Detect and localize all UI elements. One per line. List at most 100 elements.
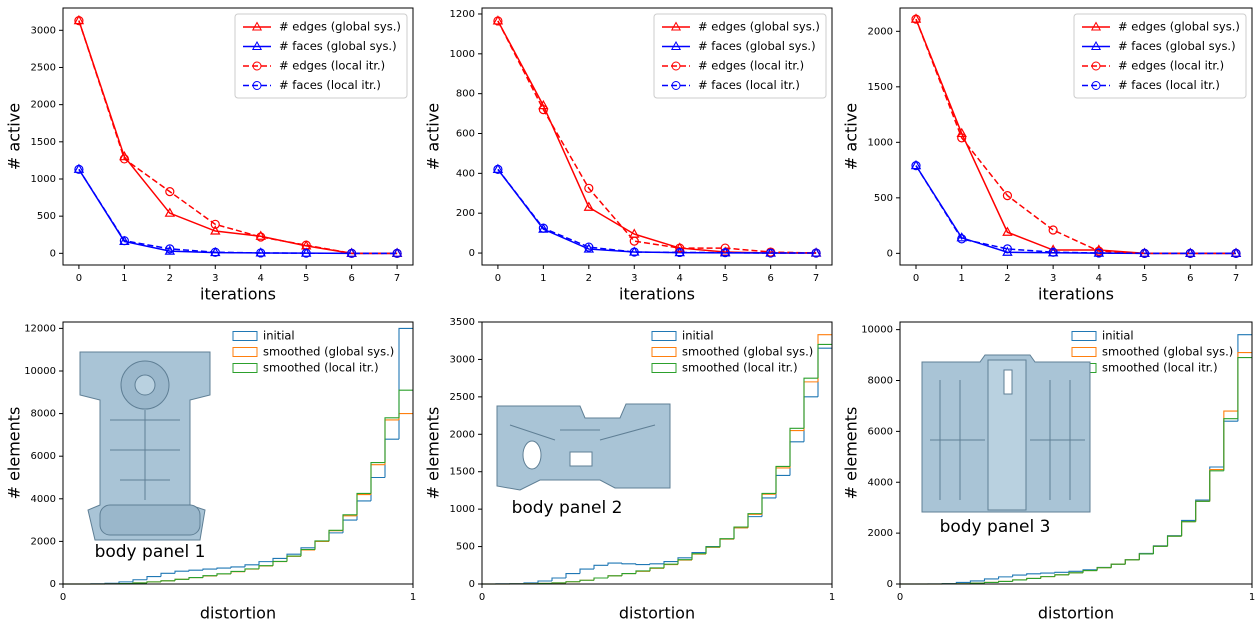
y-tick-label: 0 [887, 579, 893, 590]
hist-step [776, 466, 790, 493]
hist-step [1168, 536, 1182, 546]
y-tick-label: 400 [456, 168, 475, 179]
hist-step [1139, 554, 1153, 560]
x-tick-label: 0 [479, 592, 485, 603]
legend-label: # faces (global sys.) [1118, 39, 1236, 53]
hist-step [636, 564, 650, 565]
y-tick-label: 1500 [31, 137, 56, 148]
hist-step [161, 573, 175, 576]
legend-label: smoothed (local itr.) [682, 361, 798, 375]
hist-step [636, 571, 650, 574]
hist-step [1153, 546, 1167, 554]
y-tick-label: 2000 [450, 429, 475, 440]
inset-label: body panel 2 [512, 498, 623, 518]
legend-label: smoothed (local itr.) [263, 361, 379, 375]
hist-step [301, 550, 315, 556]
hist-step [608, 563, 622, 565]
hist-step [147, 582, 161, 583]
hist-step [818, 348, 832, 397]
hist-step [1196, 500, 1210, 520]
legend-label: # faces (local itr.) [698, 78, 800, 92]
legend-label: initial [682, 329, 714, 343]
chart: 01234567020040060080010001200iterations#… [424, 8, 833, 304]
hist-step [315, 541, 329, 547]
legend-label: # edges (global sys.) [279, 20, 401, 34]
y-tick-label: 8000 [868, 376, 893, 387]
hist-step [790, 431, 804, 468]
y-tick-label: 0 [469, 579, 475, 590]
hist-step [161, 581, 175, 582]
x-tick-label: 1 [959, 273, 965, 284]
hist-step [970, 581, 984, 583]
legend-label: smoothed (global sys.) [682, 345, 813, 359]
legend-label: smoothed (local itr.) [1102, 361, 1218, 375]
hist-step [552, 583, 566, 584]
hist-step [245, 565, 259, 567]
panel-image-3 [922, 355, 1090, 512]
hist-step [231, 572, 245, 574]
y-tick-label: 3000 [450, 354, 475, 365]
hist-step [287, 556, 301, 561]
hist-step [1097, 568, 1111, 571]
y-axis-label: # elements [424, 407, 443, 500]
hist-step [371, 465, 385, 495]
hist-step [343, 520, 357, 533]
legend-swatch [233, 332, 257, 341]
hist-step [734, 527, 748, 539]
hist-step [1224, 411, 1238, 470]
x-axis-label: iterations [619, 285, 695, 304]
y-tick-label: 0 [469, 248, 475, 259]
y-tick-label: 2000 [31, 536, 56, 547]
hist-step [189, 578, 203, 580]
legend-label: # edges (local itr.) [279, 59, 385, 73]
hist-step [259, 566, 273, 569]
hist-step [385, 439, 399, 477]
series-line [79, 169, 397, 253]
legend-label: # edges (local itr.) [1118, 59, 1224, 73]
hist-step [622, 563, 636, 564]
hist-step [245, 569, 259, 572]
y-axis-label: # active [842, 103, 861, 170]
y-tick-label: 600 [456, 129, 475, 140]
hist-step [580, 580, 594, 581]
y-axis-label: # elements [5, 407, 24, 500]
y-tick-label: 0 [50, 579, 56, 590]
hist-step [1041, 577, 1055, 579]
x-tick-label: 1 [829, 592, 835, 603]
hist-step [748, 517, 762, 528]
hist-step [1111, 564, 1125, 568]
hist-step [301, 549, 315, 556]
hist-step [999, 581, 1013, 582]
x-tick-label: 5 [303, 273, 309, 284]
hist-step [231, 567, 245, 568]
hist-step [1055, 572, 1069, 573]
hist-step [818, 335, 832, 382]
hist-step [999, 577, 1013, 579]
hist-step [608, 576, 622, 578]
y-tick-label: 4000 [31, 494, 56, 505]
y-tick-label: 500 [456, 542, 475, 553]
hist-step [1069, 573, 1083, 575]
hist-step [1182, 522, 1196, 536]
hist-step [790, 428, 804, 466]
hist-step [287, 556, 301, 561]
panel-image-1 [80, 352, 210, 540]
hist-step [804, 397, 818, 442]
y-tick-label: 1000 [450, 504, 475, 515]
y-tick-label: 8000 [31, 409, 56, 420]
hist-step [315, 541, 329, 550]
hist-step [175, 579, 189, 580]
y-tick-label: 2000 [31, 100, 56, 111]
hist-step [678, 560, 692, 564]
y-tick-label: 6000 [31, 451, 56, 462]
inset-label: body panel 3 [940, 517, 1051, 537]
x-tick-label: 6 [348, 273, 354, 284]
hist-step [776, 468, 790, 494]
y-tick-label: 1000 [31, 174, 56, 185]
x-tick-label: 1 [121, 273, 127, 284]
hist-step [650, 564, 664, 565]
hist-step [203, 576, 217, 578]
hist-step [259, 566, 273, 569]
hist-step [984, 582, 998, 583]
x-tick-label: 6 [1187, 273, 1193, 284]
